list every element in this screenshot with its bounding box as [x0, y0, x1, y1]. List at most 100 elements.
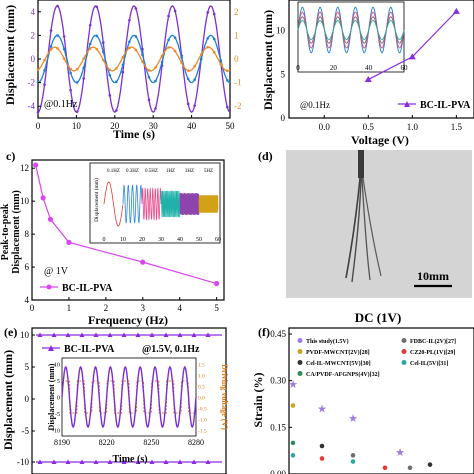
panel-c-inset-freq-label: 3HZ [185, 169, 194, 174]
panel-a-data-point [95, 47, 99, 51]
panel-b-inset-xtick-label: 60 [401, 64, 409, 72]
panel-c-xtick-label: 0 [30, 303, 35, 313]
panel-c-data-point [33, 162, 39, 168]
panel-b-ytick-label: 0 [281, 113, 286, 123]
panel-f-reference-point [290, 440, 296, 446]
panel-a-data-point [134, 48, 138, 52]
panel-e-envelope-marker [121, 459, 127, 464]
panel-a-data-point [206, 11, 210, 14]
panel-c-inset-freq-label: 0.1HZ [107, 169, 120, 174]
panel-c-ylabel: Peak-to-peakDisplacement (mm) [0, 190, 22, 274]
panel-a-data-point [160, 60, 164, 64]
panel-e-ytick-label: -10 [17, 457, 29, 467]
panel-a-data-point [199, 57, 203, 61]
panel-e-label: (e) [4, 325, 17, 339]
panel-b-xtick-label: 1.5 [451, 122, 463, 132]
panel-f-legend-label: This study(1.5V) [306, 338, 349, 345]
panel-a-data-point [212, 12, 216, 16]
panel-c-inset-xtick-label: 20 [139, 237, 145, 243]
panel-a-data-point [56, 4, 59, 8]
panel-a-data-point [115, 67, 118, 70]
panel-f-legend-marker [401, 349, 407, 354]
panel-e-legend-label: BC-IL-PVA [64, 344, 115, 355]
panel-c-data-point [214, 280, 220, 287]
panel-b-inset-frame [297, 1, 405, 73]
panel-d-photo: (d) 10mm DC (1V) [258, 149, 472, 325]
panel-a-data-point [141, 53, 144, 56]
panel-e-envelope-marker [135, 459, 141, 464]
panel-c-legend-label: BC-IL-PVA [62, 283, 113, 294]
panel-a-data-point [49, 47, 53, 51]
panel-a-data-point [75, 67, 79, 71]
panel-e-inset-right-ytick-label: -1.0 [198, 418, 207, 424]
panel-a-data-point [88, 23, 92, 27]
panel-a-data-point [167, 38, 170, 42]
panel-e-ytick-label: 0 [25, 394, 30, 404]
panel-a-data-point [108, 68, 112, 72]
actuator-clamp [358, 150, 364, 178]
panel-f-reference-point [350, 459, 356, 464]
panel-c-inset-xtick-label: 40 [177, 237, 183, 243]
panel-a-data-point [199, 53, 203, 56]
actuator-strip [361, 177, 371, 281]
panel-c-xtick-label: 3 [141, 303, 146, 313]
panel-f-legend-label: FDBC-IL(2V)[27] [410, 338, 456, 345]
panel-a-data-point [43, 58, 46, 62]
panel-a-data-point [212, 37, 216, 41]
panel-c-inset-line [122, 184, 143, 224]
panel-a-data-point [134, 35, 138, 38]
panel-a-right-ytick-label: 1 [234, 30, 239, 40]
panel-e-inset-xtick-label: 8220 [99, 438, 115, 447]
panel-a-data-point [88, 42, 92, 46]
panel-a-xtick-label: 0 [36, 121, 41, 131]
panel-a-data-point [147, 69, 151, 72]
panel-c-series-line [35, 164, 217, 285]
panel-a-xtick-label: 10 [72, 121, 82, 131]
panel-a-right-ytick-label: -2 [234, 101, 242, 111]
panel-e-inset-right-ytick-label: 1.5 [198, 363, 205, 369]
panel-c-inset-line [103, 181, 124, 227]
panel-f-label: (f) [258, 325, 270, 339]
panel-f-legend-marker [401, 360, 407, 365]
panel-f-strain-comparison: (f) This study(1.5V) FDBC-IL(2V)[27] PVDF-… [251, 325, 474, 474]
panel-a-right-ytick-label: 0 [234, 54, 239, 64]
panel-e-envelope-marker [65, 332, 71, 337]
panel-c-inset-xtick-label: 50 [196, 237, 202, 243]
panel-c-legend-marker [46, 284, 52, 290]
panel-f-legend-marker [401, 338, 407, 343]
panel-c-inset-line [160, 190, 181, 218]
panel-a-data-point [36, 110, 40, 114]
panel-f-legend-marker [297, 338, 303, 343]
panel-c-inset-line [198, 195, 219, 213]
panel-a-data-point [226, 79, 229, 82]
panel-f-reference-point [407, 465, 413, 471]
panel-e-inset-ytick-label: -10 [52, 429, 60, 435]
panel-a-data-point [82, 57, 85, 61]
panel-e-envelope-marker [93, 332, 99, 337]
panel-f-legend-label: PVDF-MWCNT(2V)[28] [306, 349, 370, 356]
panel-c-ytick-label: 8 [25, 229, 30, 239]
panel-e-legend-marker [48, 345, 54, 351]
panel-e-envelope-marker [191, 332, 197, 337]
panel-c-data-point [140, 259, 146, 265]
panel-a-data-point [36, 68, 40, 72]
panel-e-inset-xtick-label: 8250 [143, 438, 159, 447]
panel-c-inset-line [179, 192, 200, 216]
panel-b-xtick-label: 0.5 [363, 122, 375, 132]
panel-f-legend-label: Cel-IL(5V)[31] [410, 360, 448, 367]
panel-e-envelope-marker [107, 332, 113, 337]
panel-e-ylabel: Displacement (mm) [1, 350, 15, 450]
photo-caption: DC (1V) [355, 310, 402, 325]
panel-a-data-point [186, 102, 190, 106]
panel-a-data-point [49, 45, 53, 48]
panel-a-data-point [147, 98, 151, 102]
panel-e-envelope-marker [191, 459, 197, 464]
panel-a-data-point [95, 34, 99, 38]
panel-a-data-point [121, 70, 125, 74]
panel-e-envelope-marker [79, 332, 85, 337]
panel-e-envelope-marker [121, 332, 127, 337]
panel-a-ytick-label: 0 [31, 54, 36, 64]
panel-a-series-line [37, 34, 231, 84]
panel-f-reference-point [382, 465, 388, 471]
panel-b-displacement-voltage: 0 20 40 60 0.0 0.5 1.0 1.5 0 5 10 @0.1Hz BC-IL-PV… [261, 0, 474, 147]
